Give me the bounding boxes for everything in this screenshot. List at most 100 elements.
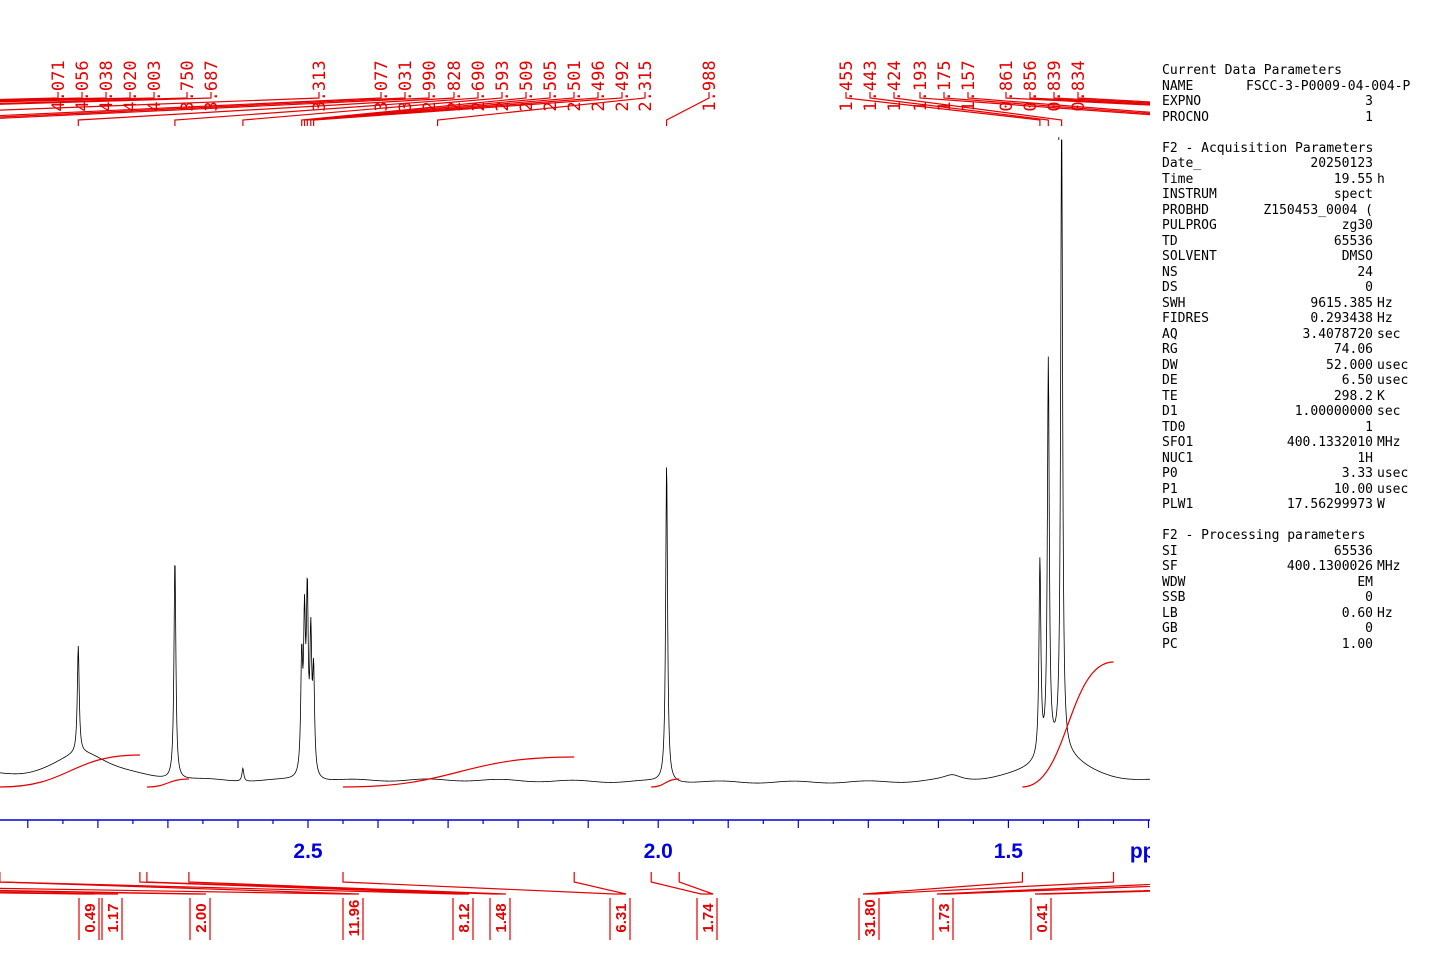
param-row: SFO1 400.1332010 MHz bbox=[1162, 435, 1445, 451]
integral-bracket bbox=[342, 872, 627, 895]
param-key: SFO1 bbox=[1162, 435, 1194, 450]
param-row: SWH 9615.385 Hz bbox=[1162, 296, 1445, 312]
param-row: D1 1.00000000 sec bbox=[1162, 404, 1445, 420]
integral-value: 1.74 bbox=[700, 903, 717, 933]
param-key: NUC1 bbox=[1162, 450, 1194, 466]
param-unit: MHz bbox=[1377, 435, 1401, 450]
param-value: 52.000 bbox=[1326, 357, 1373, 373]
param-unit: W bbox=[1377, 497, 1385, 512]
integral-curves bbox=[0, 661, 1114, 788]
param-row: PLW1 17.56299973 W bbox=[1162, 497, 1445, 513]
param-value: 3.33 bbox=[1341, 466, 1373, 481]
param-row: P1 10.00 usec bbox=[1162, 482, 1445, 498]
param-row: DE 6.50 usec bbox=[1162, 373, 1445, 389]
integral-bracket bbox=[1034, 889, 1150, 895]
param-value: Z150453_0004 ( bbox=[1263, 202, 1373, 218]
param-row: AQ 3.4078720 sec bbox=[1162, 327, 1445, 343]
integral-value: 6.31 bbox=[613, 903, 630, 932]
param-value: 1 bbox=[1365, 419, 1373, 435]
peak-leader bbox=[0, 92, 406, 118]
param-row: NAME FSCC-3-P0009-04-004-P bbox=[1162, 79, 1445, 95]
integral-value: 0.49 bbox=[82, 903, 99, 932]
param-unit: Hz bbox=[1377, 605, 1393, 621]
peak-label: 4.020 bbox=[121, 60, 141, 111]
param-key: PROBHD bbox=[1162, 202, 1209, 218]
peak-leader bbox=[943, 92, 1150, 115]
nmr-spectrum-chart: 4.071 4.056 4.038 4.020 4.003 3.750 3.687 3.313… bbox=[0, 60, 1150, 940]
param-unit: MHz bbox=[1377, 559, 1401, 574]
peak-leader bbox=[77, 92, 455, 126]
param-value: 1.00 bbox=[1341, 636, 1373, 652]
param-key: Date_ bbox=[1162, 156, 1202, 171]
param-key: AQ bbox=[1162, 326, 1178, 342]
peak-leader bbox=[0, 92, 212, 105]
peak-leader bbox=[174, 92, 479, 126]
param-value: 24 bbox=[1357, 264, 1373, 280]
param-key: SWH bbox=[1162, 295, 1186, 311]
integral-curve bbox=[0, 754, 140, 788]
acquisition-parameters-panel: Current Data Parameters NAME FSCC-3-P0009-… bbox=[1162, 63, 1445, 652]
integral-bracket bbox=[0, 872, 360, 895]
param-key: SF bbox=[1162, 559, 1178, 574]
peak-leader bbox=[1053, 92, 1150, 104]
param-value: 0 bbox=[1365, 621, 1373, 636]
param-key: GB bbox=[1162, 621, 1178, 636]
peak-leader bbox=[301, 92, 527, 126]
param-unit: usec bbox=[1377, 466, 1409, 481]
param-unit: h bbox=[1377, 171, 1385, 187]
integral-bracket bbox=[936, 883, 1150, 895]
param-row: RG 74.06 bbox=[1162, 342, 1445, 358]
param-row: DW 52.000 usec bbox=[1162, 358, 1445, 374]
param-value: FSCC-3-P0009-04-004-P bbox=[1246, 78, 1411, 94]
param-key: SOLVENT bbox=[1162, 249, 1217, 264]
peak-leader bbox=[242, 92, 503, 126]
peak-leader bbox=[0, 92, 131, 102]
param-unit: Hz bbox=[1377, 311, 1393, 326]
param-key: P1 bbox=[1162, 481, 1178, 497]
param-value: 9615.385 bbox=[1310, 295, 1373, 311]
peak-label: 4.071 bbox=[49, 60, 69, 111]
param-value: DMSO bbox=[1341, 249, 1373, 264]
peak-leader bbox=[0, 92, 107, 102]
param-row: TD0 1 bbox=[1162, 420, 1445, 436]
integral-bracket bbox=[0, 891, 119, 895]
peak-leader bbox=[0, 92, 155, 103]
peak-leader bbox=[0, 92, 188, 105]
param-key: DS bbox=[1162, 280, 1178, 295]
peak-label: 0.856 bbox=[1021, 60, 1041, 111]
param-unit: Hz bbox=[1377, 295, 1393, 311]
integral-value: 1.17 bbox=[105, 903, 122, 932]
param-key: FIDRES bbox=[1162, 311, 1209, 326]
peak-label: 1.988 bbox=[700, 60, 720, 111]
integral-value: 2.00 bbox=[193, 903, 210, 932]
integral-value: 0.41 bbox=[1034, 903, 1051, 932]
param-row: SSB 0 bbox=[1162, 590, 1445, 606]
param-value: 400.1332010 bbox=[1286, 435, 1373, 450]
peak-label: 1.443 bbox=[861, 60, 881, 111]
param-key: TD bbox=[1162, 233, 1178, 249]
param-key: NS bbox=[1162, 264, 1178, 280]
integral-curve bbox=[342, 756, 575, 788]
param-value: 74.06 bbox=[1333, 342, 1373, 357]
param-key: DW bbox=[1162, 357, 1178, 373]
param-row: TD 65536 bbox=[1162, 234, 1445, 250]
param-value: 10.00 bbox=[1333, 481, 1373, 497]
peak-leader bbox=[1077, 92, 1150, 103]
param-row: NUC1 1H bbox=[1162, 451, 1445, 467]
param-unit: usec bbox=[1377, 373, 1409, 388]
param-section-title: F2 - Acquisition Parameters bbox=[1162, 140, 1374, 156]
param-unit: K bbox=[1377, 388, 1385, 404]
param-key: DE bbox=[1162, 373, 1178, 388]
param-row: P0 3.33 usec bbox=[1162, 466, 1445, 482]
param-row: TE 298.2 K bbox=[1162, 389, 1445, 405]
param-unit: sec bbox=[1377, 404, 1401, 419]
x-tick-label: 2.5 bbox=[293, 840, 323, 863]
integral-bracket bbox=[0, 872, 470, 895]
param-row: EXPNO 3 bbox=[1162, 94, 1445, 110]
integral-value: 1.73 bbox=[936, 903, 953, 932]
param-value: 298.2 bbox=[1333, 388, 1373, 404]
spectrum-trace-layer bbox=[0, 137, 1150, 784]
integral-brackets: 0.49 1.17 2.00 11.96 8.12 1.48 6.31 1.74 31.80 1.… bbox=[0, 872, 1150, 940]
param-row: DS 0 bbox=[1162, 280, 1445, 296]
peak-label: 1.175 bbox=[935, 60, 955, 111]
